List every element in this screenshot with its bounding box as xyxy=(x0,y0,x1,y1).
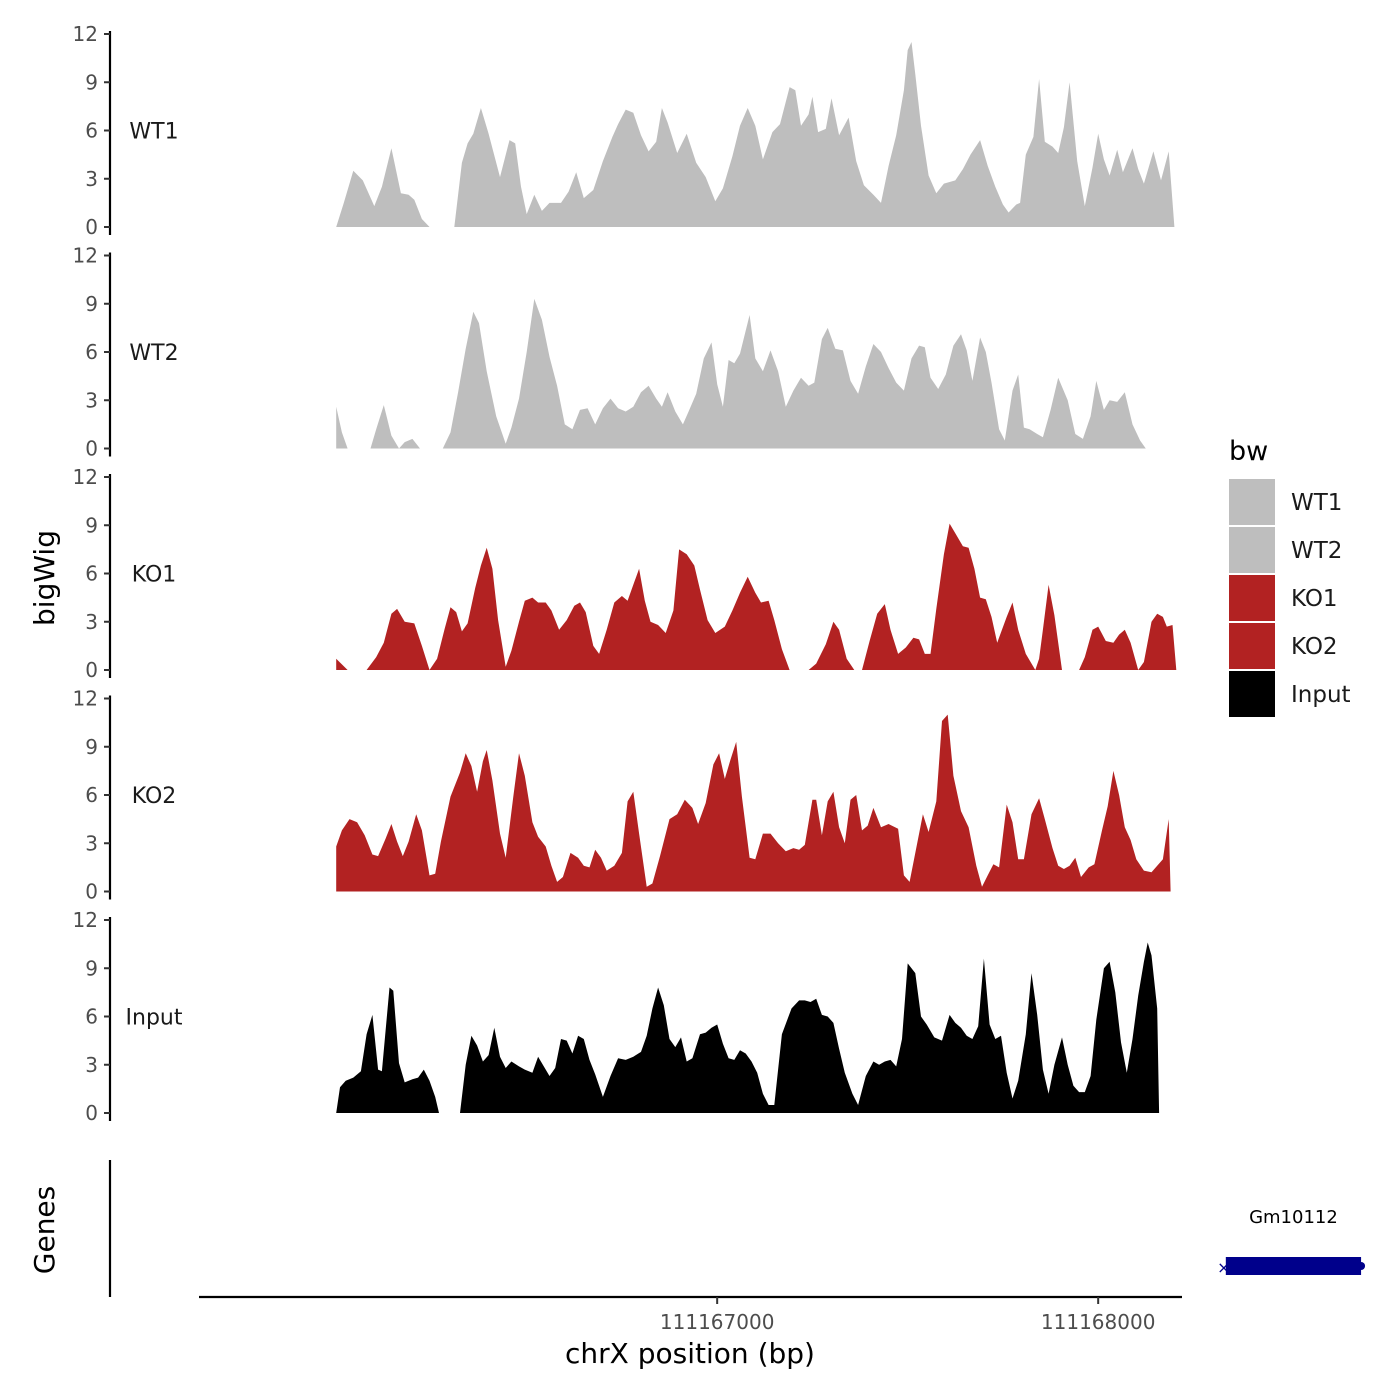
gene-gm10112: × Gm10112 xyxy=(1217,1207,1366,1277)
series-area-ko1 xyxy=(336,523,1177,670)
track-label: KO1 xyxy=(132,563,177,588)
x-tick-label: 111167000 xyxy=(660,1310,775,1334)
track-input: 0 3 6 9 12 Input xyxy=(73,908,1160,1125)
y-tick-label: 3 xyxy=(85,1053,98,1077)
legend-swatch xyxy=(1229,623,1275,669)
gene-body xyxy=(1225,1257,1362,1275)
y-tick-label: 0 xyxy=(85,880,98,904)
legend-title: bw xyxy=(1229,436,1268,467)
y-tick-label: 0 xyxy=(85,658,98,682)
track-label: Input xyxy=(126,1006,183,1031)
legend-label: WT1 xyxy=(1291,490,1342,516)
track-label: WT2 xyxy=(129,341,178,366)
y-tick-label: 9 xyxy=(85,735,98,759)
legend-item-wt1: WT1 xyxy=(1229,479,1342,525)
series-area-input xyxy=(336,942,1160,1113)
x-axis-ticks: 111167000 111168000 xyxy=(660,1297,1156,1334)
y-tick-label: 3 xyxy=(85,610,98,634)
legend-item-ko2: KO2 xyxy=(1229,623,1338,669)
y-tick-label: 12 xyxy=(73,22,98,46)
y-tick-label: 12 xyxy=(73,687,98,711)
y-tick-label: 6 xyxy=(85,1005,98,1029)
legend-item-wt2: WT2 xyxy=(1229,527,1342,573)
track-ko1: 0 3 6 9 12 KO1 xyxy=(73,465,1177,682)
y-tick-label: 3 xyxy=(85,167,98,191)
legend-item-input: Input xyxy=(1229,671,1351,717)
y-tick-label: 9 xyxy=(85,513,98,537)
x-tick-label: 111168000 xyxy=(1041,1310,1156,1334)
track-label: WT1 xyxy=(129,120,178,145)
genes-axis-title: Genes xyxy=(28,1186,61,1274)
series-area-ko2 xyxy=(336,714,1171,892)
legend: WT1 WT2 KO1 KO2 Input xyxy=(1229,479,1351,717)
legend-label: WT2 xyxy=(1291,538,1342,564)
series-area-wt2 xyxy=(336,298,1146,449)
y-tick-label: 0 xyxy=(85,437,98,461)
y-tick-label: 3 xyxy=(85,388,98,412)
x-axis-title: chrX position (bp) xyxy=(565,1337,815,1370)
legend-swatch xyxy=(1229,671,1275,717)
y-tick-label: 0 xyxy=(85,215,98,239)
series-area-wt1 xyxy=(336,42,1175,227)
y-tick-label: 6 xyxy=(85,340,98,364)
gene-end-marker xyxy=(1357,1262,1366,1270)
legend-swatch xyxy=(1229,575,1275,621)
y-tick-label: 0 xyxy=(85,1101,98,1125)
legend-label: Input xyxy=(1291,682,1351,708)
track-ko2: 0 3 6 9 12 KO2 xyxy=(73,687,1171,904)
legend-label: KO1 xyxy=(1291,586,1338,612)
y-tick-label: 3 xyxy=(85,831,98,855)
y-tick-label: 6 xyxy=(85,783,98,807)
gene-strand-marker: × xyxy=(1217,1258,1230,1277)
track-wt1: 0 3 6 9 12 WT1 xyxy=(73,22,1175,239)
gene-label: Gm10112 xyxy=(1249,1207,1338,1228)
legend-swatch xyxy=(1229,479,1275,525)
track-panels: 0 3 6 9 12 WT1 0 3 6 9 12 WT2 0 3 6 9 12 KO1 0 3 6 9 12 KO2 0 3 6 9… xyxy=(73,22,1177,1125)
gene-annotations: × Gm10112 xyxy=(1217,1207,1366,1277)
y-axis-title: bigWig xyxy=(28,530,61,626)
legend-label: KO2 xyxy=(1291,634,1338,660)
y-tick-label: 9 xyxy=(85,956,98,980)
y-tick-label: 6 xyxy=(85,562,98,586)
y-tick-label: 12 xyxy=(73,244,98,268)
y-tick-label: 6 xyxy=(85,119,98,143)
track-wt2: 0 3 6 9 12 WT2 xyxy=(73,244,1146,461)
y-tick-label: 9 xyxy=(85,70,98,94)
legend-swatch xyxy=(1229,527,1275,573)
y-tick-label: 12 xyxy=(73,908,98,932)
legend-item-ko1: KO1 xyxy=(1229,575,1338,621)
track-label: KO2 xyxy=(132,784,177,809)
y-tick-label: 9 xyxy=(85,292,98,316)
y-tick-label: 12 xyxy=(73,465,98,489)
